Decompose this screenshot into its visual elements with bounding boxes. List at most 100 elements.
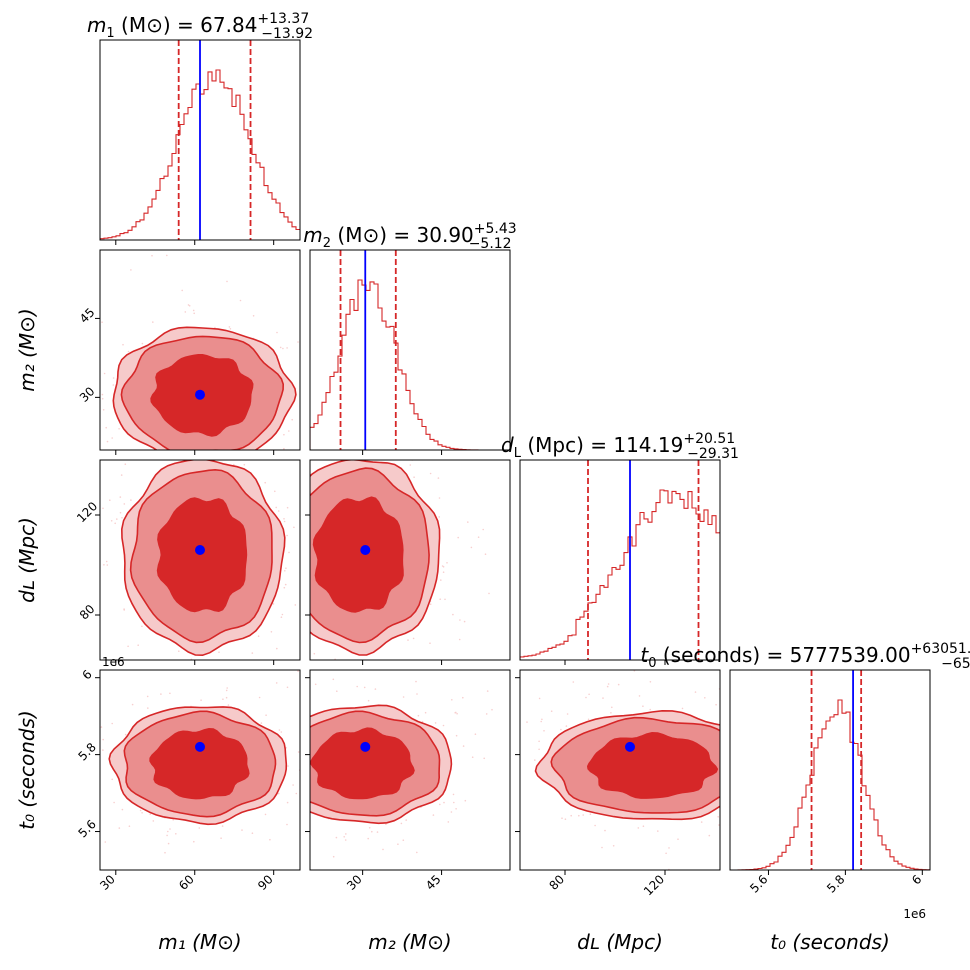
scatter-point xyxy=(543,730,545,732)
scatter-point xyxy=(264,471,266,473)
scatter-point xyxy=(227,704,230,706)
scatter-point xyxy=(119,496,122,498)
scatter-point xyxy=(130,499,132,501)
scatter-point xyxy=(438,516,441,518)
scatter-point xyxy=(522,807,524,809)
scatter-point xyxy=(281,613,284,616)
scatter-point xyxy=(141,454,143,456)
scatter-point xyxy=(295,682,297,684)
scatter-point xyxy=(760,713,762,715)
scatter-point xyxy=(169,692,171,695)
histogram-m1 xyxy=(100,40,300,240)
scatter-point xyxy=(437,477,440,479)
scatter-point xyxy=(292,471,294,473)
scatter-point xyxy=(726,752,728,754)
scatter-point xyxy=(363,456,365,458)
scatter-point xyxy=(405,819,408,821)
x-tick-label: 60 xyxy=(176,872,197,893)
scatter-point xyxy=(570,814,572,817)
scatter-point xyxy=(638,886,640,888)
panel-frame xyxy=(99,249,301,451)
scatter-point xyxy=(110,520,113,522)
scatter-point xyxy=(264,813,267,816)
scatter-point xyxy=(594,824,596,827)
scatter-point xyxy=(181,289,183,292)
scatter-point xyxy=(793,731,795,733)
scatter-point xyxy=(343,836,346,838)
scatter-point xyxy=(109,499,111,502)
contour-panel-dL-vs-m1 xyxy=(102,433,297,675)
scatter-point xyxy=(308,725,310,727)
scatter-point xyxy=(774,778,776,780)
scatter-point xyxy=(738,796,740,798)
scatter-point xyxy=(290,433,292,435)
scatter-point xyxy=(225,696,228,699)
scatter-point xyxy=(233,463,235,466)
scatter-point xyxy=(124,733,127,736)
scatter-point xyxy=(471,756,474,758)
scatter-point xyxy=(303,828,305,830)
scatter-point xyxy=(141,812,143,814)
scatter-point xyxy=(141,625,143,628)
scatter-point xyxy=(748,749,750,751)
scatter-point xyxy=(302,795,304,797)
scatter-point xyxy=(450,811,453,813)
scatter-point xyxy=(483,757,486,760)
scatter-point xyxy=(222,456,224,458)
scatter-point xyxy=(538,740,540,743)
scatter-point xyxy=(343,456,345,458)
scatter-point xyxy=(101,393,104,396)
scatter-point xyxy=(102,738,104,741)
scatter-point xyxy=(192,309,195,312)
scatter-point xyxy=(251,652,254,654)
scatter-point xyxy=(283,788,285,790)
scatter-point xyxy=(356,685,359,688)
panel-frame xyxy=(519,669,721,871)
scatter-point xyxy=(43,720,45,722)
scatter-point xyxy=(429,603,432,605)
x-axis-label-t0: t₀ (seconds) xyxy=(770,930,890,954)
scatter-point xyxy=(638,695,641,697)
scatter-point xyxy=(464,799,467,802)
y-offset-label: 1e6 xyxy=(102,655,125,669)
scatter-point xyxy=(243,463,246,466)
scatter-point xyxy=(295,792,298,795)
scatter-point xyxy=(275,682,278,684)
scatter-point xyxy=(789,782,791,784)
scatter-point xyxy=(602,697,604,699)
scatter-point xyxy=(130,269,132,271)
scatter-point xyxy=(585,696,587,699)
scatter-point xyxy=(737,730,739,732)
scatter-point xyxy=(780,790,782,792)
scatter-point xyxy=(320,367,322,369)
scatter-point xyxy=(298,728,300,730)
scatter-point xyxy=(413,476,415,479)
scatter-point xyxy=(270,631,273,633)
scatter-point xyxy=(302,750,304,752)
scatter-point xyxy=(607,683,610,685)
scatter-point xyxy=(694,691,697,693)
scatter-point xyxy=(284,599,286,601)
scatter-point xyxy=(276,647,278,650)
scatter-point xyxy=(260,722,263,724)
scatter-point xyxy=(582,814,584,816)
scatter-point xyxy=(601,846,603,849)
scatter-point xyxy=(82,476,84,478)
scatter-point xyxy=(127,350,130,353)
scatter-point xyxy=(167,830,169,833)
scatter-point xyxy=(221,825,224,827)
scatter-point xyxy=(617,683,620,686)
scatter-point xyxy=(304,566,306,568)
scatter-point xyxy=(112,377,115,379)
scatter-point xyxy=(491,708,493,711)
scatter-point xyxy=(587,718,590,721)
scatter-point xyxy=(304,796,306,798)
scatter-point xyxy=(446,562,448,564)
scatter-point xyxy=(773,757,775,759)
scatter-point xyxy=(279,591,281,593)
scatter-point xyxy=(289,750,291,752)
y-axis-label-m2: m₂ (M⊙) xyxy=(15,308,39,391)
scatter-point xyxy=(280,632,282,634)
scatter-point xyxy=(72,775,74,777)
scatter-point xyxy=(198,673,200,675)
